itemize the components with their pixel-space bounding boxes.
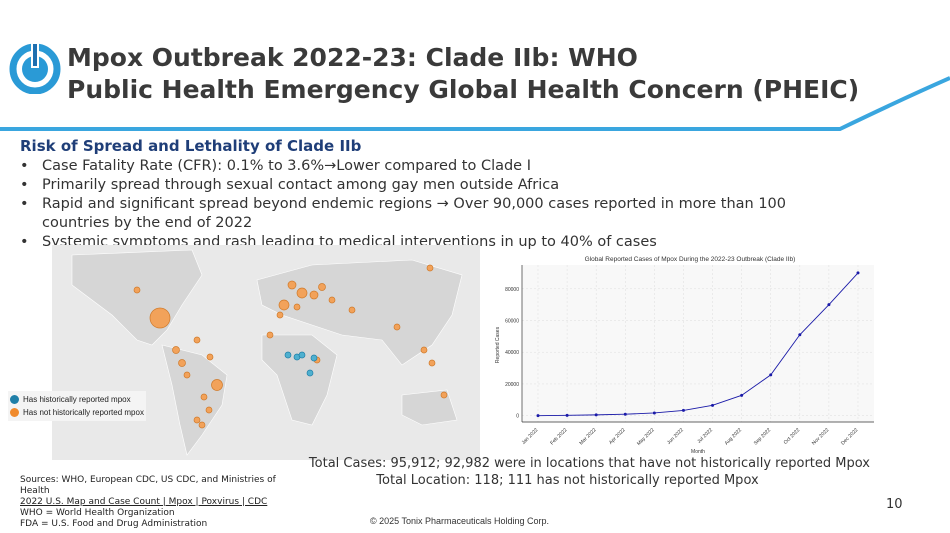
- cases-line-chart: Global Reported Cases of Mpox During the…: [495, 256, 874, 455]
- data-point: [856, 271, 860, 275]
- company-logo: [9, 42, 61, 94]
- x-tick-label: Aug 2022: [724, 427, 744, 447]
- series-line: [537, 272, 859, 417]
- who-abbrev: WHO = World Health Organization: [20, 508, 175, 518]
- x-tick-label: Dec 2022: [840, 427, 860, 447]
- x-tick-label: Jun 2022: [666, 427, 685, 446]
- data-point: [827, 303, 831, 307]
- data-point: [769, 373, 773, 377]
- fda-abbrev: FDA = U.S. Food and Drug Administration: [20, 519, 208, 529]
- map-legend: Has historically reported mpox Has not h…: [8, 391, 146, 421]
- legend-label: Has historically reported mpox: [23, 395, 131, 404]
- chart-title: Global Reported Cases of Mpox During the…: [585, 256, 796, 263]
- y-tick-label: 0: [516, 414, 519, 420]
- world-map: [52, 245, 480, 460]
- x-tick-label: Mar 2022: [578, 427, 597, 446]
- header-swoosh: [0, 76, 950, 131]
- data-point: [623, 412, 627, 416]
- y-tick-label: 60000: [505, 319, 519, 325]
- bullet-item: Rapid and significant spread beyond ende…: [20, 195, 840, 233]
- data-point: [681, 408, 685, 412]
- data-point: [594, 413, 598, 417]
- not-historic-dot-icon: [10, 408, 19, 417]
- x-tick-label: Apr 2022: [608, 427, 627, 446]
- historic-dot-icon: [10, 395, 19, 404]
- section-heading: Risk of Spread and Lethality of Clade II…: [20, 137, 362, 155]
- bullet-item: Primarily spread through sexual contact …: [20, 176, 840, 195]
- total-locations: Total Location: 118; 111 has not histori…: [376, 473, 759, 488]
- x-tick-label: Feb 2022: [549, 427, 568, 446]
- data-point: [740, 393, 744, 397]
- x-tick-label: Jul 2022: [696, 427, 714, 445]
- data-point: [652, 411, 656, 415]
- y-axis-label: Reported Cases: [495, 326, 501, 363]
- y-tick-label: 80000: [505, 287, 519, 293]
- cdc-link[interactable]: 2022 U.S. Map and Case Count | Mpox | Po…: [20, 497, 268, 507]
- data-point: [565, 413, 569, 417]
- page-title: Mpox Outbreak 2022-23: Clade IIb: WHO Pub…: [67, 43, 860, 104]
- bullet-item: Case Fatality Rate (CFR): 0.1% to 3.6%→L…: [20, 157, 840, 176]
- x-tick-label: Sep 2022: [753, 427, 773, 447]
- y-tick-label: 40000: [505, 350, 519, 356]
- data-point: [711, 403, 715, 407]
- x-tick-label: Nov 2022: [811, 427, 831, 447]
- total-cases: Total Cases: 95,912; 92,982 were in loca…: [308, 456, 870, 471]
- page-number: 10: [886, 497, 903, 512]
- data-point: [536, 414, 540, 418]
- y-tick-label: 20000: [505, 382, 519, 388]
- x-tick-label: Jan 2022: [521, 427, 540, 446]
- sources: Sources: WHO, European CDC, US CDC, and …: [20, 475, 290, 530]
- data-point: [798, 333, 802, 337]
- copyright: © 2025 Tonix Pharmaceuticals Holding Cor…: [370, 516, 550, 526]
- bullet-list: Case Fatality Rate (CFR): 0.1% to 3.6%→L…: [20, 157, 840, 252]
- x-tick-label: May 2022: [636, 427, 656, 447]
- totals-summary: Total Cases: 95,912; 92,982 were in loca…: [265, 455, 870, 489]
- x-axis-label: Month: [691, 449, 705, 455]
- plot-area: [522, 265, 874, 422]
- x-tick-label: Oct 2022: [783, 427, 802, 446]
- sources-text: Sources: WHO, European CDC, US CDC, and …: [20, 475, 276, 496]
- legend-label: Has not historically reported mpox: [23, 408, 144, 417]
